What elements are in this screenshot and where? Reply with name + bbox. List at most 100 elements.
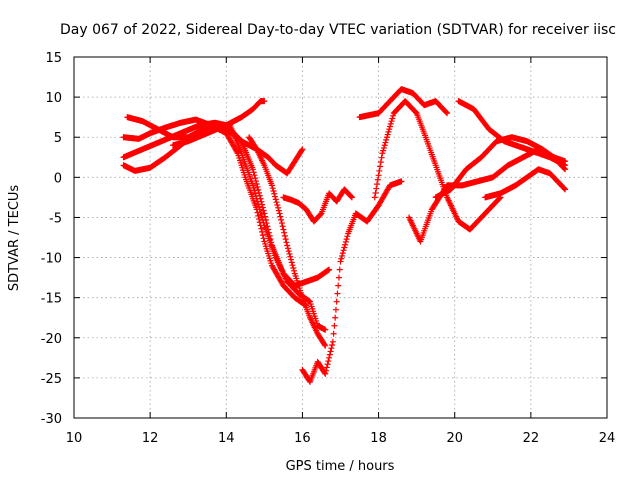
data-point	[562, 162, 569, 169]
data-point	[287, 253, 294, 260]
data-point	[332, 314, 339, 321]
data-point	[262, 213, 269, 220]
data-point	[250, 169, 257, 176]
data-point	[252, 175, 259, 182]
data-point	[387, 120, 394, 127]
data-point	[285, 248, 292, 255]
data-point	[561, 185, 568, 192]
data-point	[379, 150, 386, 157]
series-track13	[455, 98, 569, 169]
y-tick-label: -10	[41, 252, 62, 267]
y-tick-label: -25	[41, 372, 62, 387]
data-point	[286, 250, 293, 257]
data-point	[255, 201, 262, 208]
data-point	[388, 118, 395, 125]
plot-frame	[73, 56, 608, 419]
y-tick-label: 10	[45, 91, 62, 106]
data-point	[251, 187, 258, 194]
data-point	[329, 341, 336, 348]
data-point	[322, 326, 329, 333]
data-point	[255, 212, 262, 219]
data-point	[249, 166, 256, 173]
y-tick-label: -5	[49, 211, 62, 226]
y-axis-label: SDTVAR / TECUs	[7, 185, 22, 292]
y-tick-label: -15	[41, 292, 62, 307]
data-point	[254, 198, 261, 205]
data-point	[249, 182, 256, 189]
series-track10	[371, 98, 504, 233]
data-point	[284, 245, 291, 252]
y-tick-label: -30	[41, 412, 62, 427]
data-point	[339, 250, 346, 257]
data-point	[374, 181, 381, 188]
data-point	[377, 159, 384, 166]
data-points	[120, 86, 569, 385]
data-point	[443, 109, 450, 116]
x-tick-label: 14	[218, 431, 235, 446]
data-point	[386, 123, 393, 130]
data-point	[384, 131, 391, 138]
data-point	[373, 185, 380, 192]
data-point	[273, 199, 280, 206]
grid-lines	[74, 57, 607, 418]
data-point	[256, 206, 263, 213]
data-point	[398, 178, 405, 185]
data-point	[344, 233, 351, 240]
data-point	[326, 266, 333, 273]
data-point	[327, 348, 334, 355]
data-point	[261, 98, 268, 105]
y-tick-label: 5	[54, 131, 62, 146]
data-point	[341, 244, 348, 251]
data-point	[298, 147, 305, 154]
data-point	[288, 259, 295, 266]
data-point	[385, 128, 392, 135]
data-point	[335, 282, 342, 289]
series-track9	[356, 86, 451, 121]
data-point	[258, 211, 265, 218]
data-point	[250, 185, 257, 192]
data-point	[342, 241, 349, 248]
data-point	[280, 226, 287, 233]
data-point	[330, 330, 337, 337]
data-point	[253, 195, 260, 202]
data-point	[270, 187, 277, 194]
data-point	[380, 147, 387, 154]
chart-title: Day 067 of 2022, Sidereal Day-to-day VTE…	[60, 22, 616, 38]
data-point	[383, 136, 390, 143]
data-point	[329, 338, 336, 345]
data-point	[258, 225, 265, 232]
data-point	[259, 232, 266, 239]
series-track5	[169, 98, 268, 149]
data-point	[386, 126, 393, 133]
data-point	[337, 258, 344, 265]
data-point	[335, 274, 342, 281]
data-point	[278, 220, 285, 227]
y-tick-label: 0	[54, 171, 62, 186]
data-point	[256, 216, 263, 223]
data-point	[260, 219, 267, 226]
data-point	[328, 345, 335, 352]
data-point	[271, 190, 278, 197]
data-point	[252, 190, 259, 197]
data-point	[251, 172, 258, 179]
data-point	[252, 193, 259, 200]
data-point	[282, 236, 289, 243]
data-point	[378, 154, 385, 161]
data-point	[322, 370, 329, 377]
data-point	[278, 216, 285, 223]
data-point	[289, 262, 296, 269]
data-point	[276, 210, 283, 217]
data-point	[281, 232, 288, 239]
data-point	[321, 341, 328, 348]
data-point	[291, 267, 298, 274]
data-point	[324, 361, 331, 368]
data-point	[348, 194, 355, 201]
data-point	[290, 264, 297, 271]
data-point	[261, 210, 268, 217]
data-point	[348, 193, 355, 200]
x-tick-label: 12	[142, 431, 159, 446]
data-point	[374, 176, 381, 183]
data-point	[275, 207, 282, 214]
x-tick-label: 20	[446, 431, 463, 446]
